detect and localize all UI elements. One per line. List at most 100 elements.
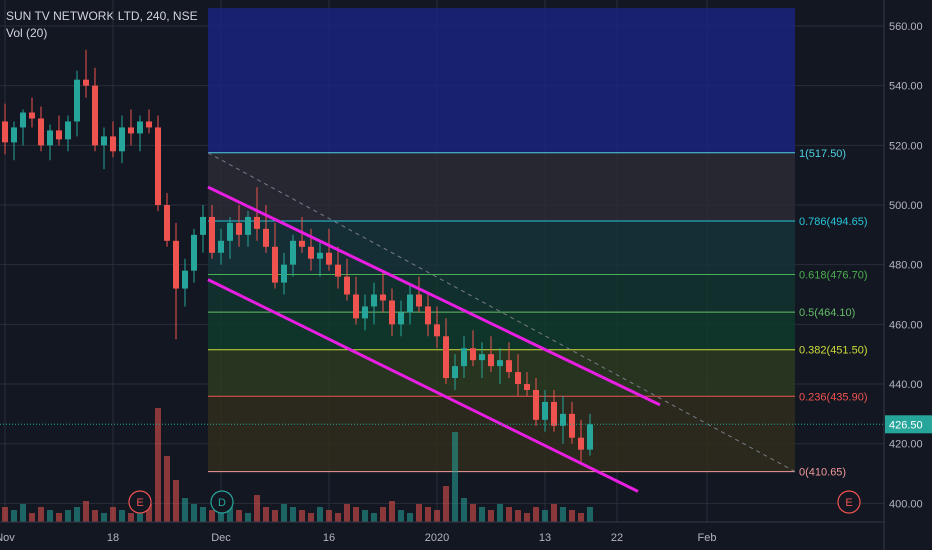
- candle-body[interactable]: [488, 354, 494, 367]
- candle-body[interactable]: [146, 121, 152, 128]
- y-tick-label: 520.00: [889, 140, 923, 152]
- candle-body[interactable]: [272, 246, 278, 283]
- volume-indicator-label[interactable]: Vol (20): [6, 26, 48, 40]
- candle-body[interactable]: [317, 252, 323, 259]
- candle-body[interactable]: [128, 127, 134, 134]
- fib-level-label: 0(410.65): [799, 467, 846, 479]
- candle-body[interactable]: [551, 401, 557, 426]
- candle-body[interactable]: [371, 294, 377, 307]
- fib-level-label: 0.618(476.70): [799, 270, 868, 282]
- candle-body[interactable]: [137, 121, 143, 134]
- candle-body[interactable]: [308, 246, 314, 259]
- chart-legend: SUN TV NETWORK LTD, 240, NSE Vol (20): [6, 8, 198, 42]
- candle-body[interactable]: [101, 136, 107, 146]
- candle-body[interactable]: [218, 240, 224, 253]
- fib-zone: [208, 396, 795, 472]
- candle-body[interactable]: [524, 384, 530, 390]
- candle-body[interactable]: [380, 294, 386, 301]
- candle-body[interactable]: [326, 252, 332, 265]
- candle-body[interactable]: [398, 312, 404, 325]
- volume-bar: [191, 504, 197, 522]
- candle-body[interactable]: [245, 216, 251, 235]
- volume-bar: [551, 504, 557, 522]
- candle-body[interactable]: [74, 79, 80, 122]
- volume-bar: [371, 513, 377, 522]
- volume-bar: [2, 507, 8, 522]
- candle-body[interactable]: [47, 130, 53, 146]
- candle-body[interactable]: [164, 205, 170, 241]
- candle-body[interactable]: [200, 216, 206, 235]
- volume-bar: [533, 507, 539, 522]
- volume-bar: [56, 513, 62, 522]
- candle-body[interactable]: [470, 348, 476, 361]
- x-tick-label: 18: [107, 532, 119, 544]
- candle-body[interactable]: [209, 216, 215, 253]
- candle-body[interactable]: [362, 306, 368, 319]
- x-tick-label: Nov: [0, 532, 15, 544]
- y-tick-label: 480.00: [889, 260, 923, 272]
- candle-body[interactable]: [236, 222, 242, 235]
- volume-bar: [488, 510, 494, 522]
- candle-body[interactable]: [11, 127, 17, 143]
- candle-body[interactable]: [281, 264, 287, 283]
- candle-body[interactable]: [83, 79, 89, 86]
- candle-body[interactable]: [299, 240, 305, 247]
- volume-bar: [74, 507, 80, 522]
- earnings-marker[interactable]: [837, 490, 861, 514]
- volume-bar: [506, 507, 512, 522]
- candle-body[interactable]: [434, 324, 440, 337]
- candle-body[interactable]: [425, 306, 431, 325]
- volume-bar: [452, 432, 458, 522]
- candle-body[interactable]: [461, 348, 467, 367]
- candle-body[interactable]: [38, 118, 44, 146]
- candle-body[interactable]: [191, 234, 197, 271]
- candle-body[interactable]: [56, 130, 62, 140]
- candle-body[interactable]: [497, 360, 503, 367]
- fib-zone: [208, 152, 795, 221]
- candle-body[interactable]: [182, 270, 188, 289]
- candle-body[interactable]: [119, 127, 125, 152]
- fib-zone: [208, 312, 795, 350]
- earnings-marker[interactable]: [128, 490, 152, 514]
- volume-bar: [524, 513, 530, 522]
- candle-body[interactable]: [443, 336, 449, 379]
- candle-body[interactable]: [560, 413, 566, 426]
- volume-bar: [20, 504, 26, 522]
- candle-body[interactable]: [20, 112, 26, 128]
- candle-body[interactable]: [290, 240, 296, 265]
- channel-upper-line[interactable]: [207, 185, 661, 407]
- dividend-marker[interactable]: [210, 490, 234, 514]
- volume-bar: [155, 408, 161, 522]
- candle-body[interactable]: [92, 85, 98, 146]
- candle-body[interactable]: [515, 372, 521, 385]
- candle-body[interactable]: [263, 228, 269, 247]
- candle-body[interactable]: [506, 360, 512, 373]
- candle-body[interactable]: [587, 424, 593, 450]
- volume-bar: [110, 507, 116, 522]
- candle-body[interactable]: [416, 294, 422, 307]
- candle-body[interactable]: [254, 216, 260, 229]
- volume-bar: [290, 507, 296, 522]
- candle-body[interactable]: [479, 354, 485, 361]
- candle-body[interactable]: [173, 240, 179, 289]
- channel-lower-line[interactable]: [207, 278, 639, 493]
- candle-body[interactable]: [389, 300, 395, 325]
- candle-body[interactable]: [452, 366, 458, 379]
- candle-body[interactable]: [407, 294, 413, 313]
- candle-body[interactable]: [335, 264, 341, 277]
- candle-body[interactable]: [542, 401, 548, 420]
- candle-body[interactable]: [2, 121, 8, 143]
- candle-body[interactable]: [110, 136, 116, 152]
- candle-body[interactable]: [533, 389, 539, 420]
- y-tick-label: 400.00: [889, 498, 923, 510]
- candle-body[interactable]: [227, 222, 233, 241]
- candle-body[interactable]: [578, 437, 584, 450]
- candle-body[interactable]: [29, 112, 35, 119]
- candle-body[interactable]: [344, 276, 350, 295]
- candle-body[interactable]: [65, 121, 71, 140]
- volume-bar: [164, 456, 170, 522]
- candle-body[interactable]: [353, 294, 359, 319]
- candle-body[interactable]: [569, 413, 575, 438]
- candle-body[interactable]: [155, 127, 161, 206]
